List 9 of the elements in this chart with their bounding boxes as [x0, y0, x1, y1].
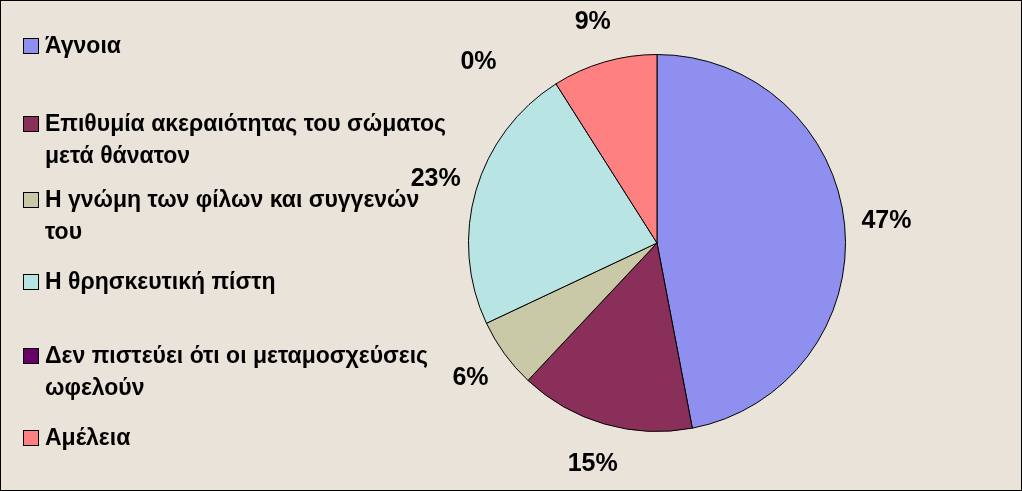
legend-label: Η θρησκευτική πίστη [45, 267, 276, 296]
data-label: 15% [567, 448, 618, 477]
legend-label: Άγνοια [45, 31, 121, 60]
legend-label: Δεν πιστεύει ότι οι μεταμοσχεύσεις ωφελούν [45, 341, 430, 402]
data-label: 6% [452, 362, 489, 391]
legend-label: Αμέλεια [45, 423, 131, 452]
text: 0% [460, 46, 497, 75]
data-label: 47% [861, 205, 912, 234]
data-label: 9% [574, 5, 611, 34]
